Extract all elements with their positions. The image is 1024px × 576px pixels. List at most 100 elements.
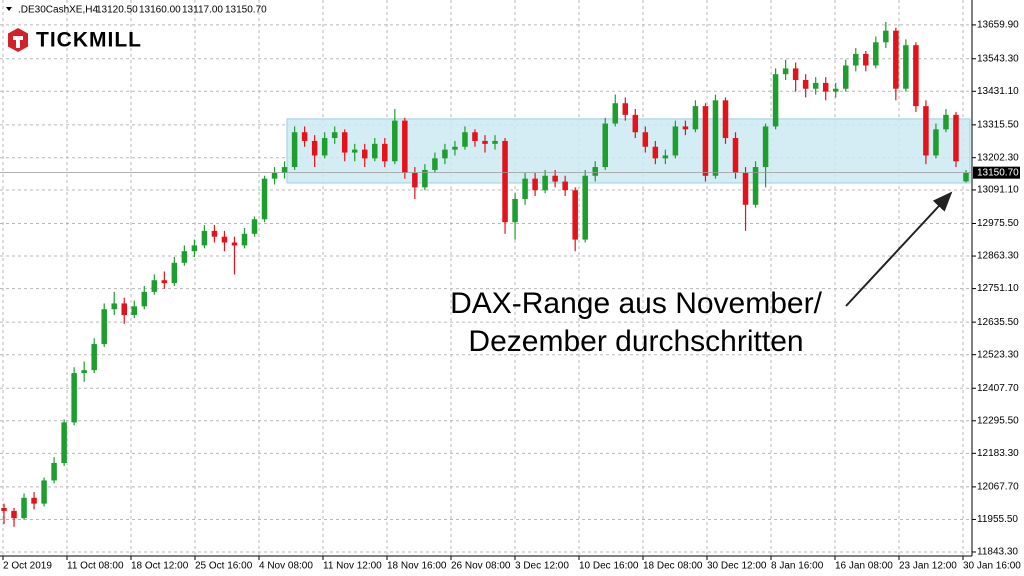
candle-body bbox=[692, 106, 699, 130]
candle-body bbox=[953, 114, 959, 162]
candle-body bbox=[191, 245, 198, 252]
candle-body bbox=[842, 65, 849, 89]
candle-body bbox=[81, 370, 87, 374]
y-tick-label: 13091.10 bbox=[977, 185, 1019, 196]
candle-body bbox=[201, 230, 208, 246]
candle-body bbox=[472, 132, 478, 141]
x-tick-label: 3 Dec 12:00 bbox=[515, 561, 569, 572]
candle-body bbox=[933, 129, 939, 156]
annotation-arrow bbox=[845, 191, 953, 307]
logo: TICKMILL bbox=[8, 28, 141, 52]
candle-body bbox=[291, 132, 298, 168]
y-tick-label: 13315.50 bbox=[977, 119, 1019, 130]
candle-body bbox=[452, 146, 458, 150]
candle-body bbox=[863, 53, 869, 66]
candle-body bbox=[171, 262, 178, 284]
y-tick-label: 13202.30 bbox=[977, 152, 1019, 163]
candle-body bbox=[492, 140, 498, 144]
candle-body bbox=[873, 42, 879, 66]
candle-body bbox=[802, 80, 809, 89]
annotation-line: DAX-Range aus November/ bbox=[450, 287, 823, 320]
candle-body bbox=[151, 280, 158, 292]
candle-body bbox=[963, 172, 969, 182]
zone-layer bbox=[286, 118, 971, 184]
candle-body bbox=[221, 236, 228, 243]
candle-body bbox=[822, 82, 829, 92]
candle-body bbox=[532, 178, 538, 191]
candle-body bbox=[742, 172, 749, 205]
candle-body bbox=[923, 106, 929, 156]
candle-body bbox=[883, 30, 889, 43]
candle-body bbox=[562, 181, 568, 191]
candle-body bbox=[612, 103, 619, 124]
candle-body bbox=[382, 143, 388, 162]
candle-body bbox=[702, 106, 709, 176]
candle-body bbox=[542, 175, 548, 191]
current-price-label: 13150.70 bbox=[977, 167, 1019, 178]
candle-body bbox=[592, 167, 598, 176]
y-tick-label: 12523.30 bbox=[977, 349, 1019, 360]
x-tick-label: 10 Dec 16:00 bbox=[579, 561, 639, 572]
candle-body bbox=[572, 190, 578, 240]
candle-body bbox=[662, 155, 669, 159]
candle-body bbox=[41, 480, 47, 504]
candle-body bbox=[141, 291, 148, 307]
y-tick-label: 12751.10 bbox=[977, 283, 1019, 294]
candle-body bbox=[392, 120, 398, 162]
y-tick-label: 12183.30 bbox=[977, 448, 1019, 459]
candle-body bbox=[181, 251, 188, 263]
x-tick-label: 16 Jan 08:00 bbox=[835, 561, 893, 572]
candle-body bbox=[732, 138, 739, 173]
candle-body bbox=[1, 507, 7, 511]
ohlc-close: 13150.70 bbox=[225, 5, 267, 16]
x-tick-label: 18 Dec 08:00 bbox=[643, 561, 703, 572]
candle-body bbox=[21, 497, 27, 519]
candle-body bbox=[211, 230, 218, 237]
candle-body bbox=[893, 30, 899, 89]
candle-body bbox=[372, 143, 378, 159]
candle-body bbox=[722, 100, 729, 139]
candle-body bbox=[462, 132, 468, 147]
x-tick-label: 30 Dec 12:00 bbox=[707, 561, 767, 572]
candle-body bbox=[351, 149, 358, 153]
candle-body bbox=[582, 175, 588, 240]
y-tick-label: 12975.50 bbox=[977, 218, 1019, 229]
x-tick-label: 4 Nov 08:00 bbox=[259, 561, 313, 572]
grid bbox=[0, 0, 972, 556]
y-tick-label: 11843.30 bbox=[977, 547, 1018, 558]
candle-body bbox=[772, 74, 779, 127]
y-tick-label: 11955.50 bbox=[977, 514, 1018, 525]
candle-body bbox=[361, 149, 368, 159]
x-tick-label: 30 Jan 16:00 bbox=[963, 561, 1021, 572]
candle-body bbox=[913, 45, 919, 107]
candle-body bbox=[632, 114, 639, 133]
candle-body bbox=[31, 497, 37, 504]
candle-body bbox=[652, 146, 659, 159]
candle-body bbox=[762, 126, 769, 168]
candle-body bbox=[752, 167, 759, 205]
symbol: .DE30CashXE,H4 bbox=[18, 5, 98, 16]
candle-body bbox=[321, 138, 328, 156]
x-tick-label: 11 Nov 12:00 bbox=[323, 561, 382, 572]
candle-body bbox=[522, 178, 528, 199]
menu-arrow bbox=[6, 7, 12, 11]
candle-body bbox=[812, 82, 819, 89]
x-tick-label: 2 Oct 2019 bbox=[3, 561, 52, 572]
x-tick-label: 26 Nov 08:00 bbox=[451, 561, 511, 572]
candle-body bbox=[311, 140, 318, 156]
candle-body bbox=[792, 68, 799, 81]
current-price-box bbox=[973, 166, 1020, 179]
candle-body bbox=[853, 53, 859, 66]
range-zone bbox=[286, 118, 971, 184]
candle-body bbox=[101, 309, 107, 345]
x-tick-label: 11 Oct 08:00 bbox=[67, 561, 124, 572]
candle-body bbox=[482, 140, 488, 144]
annotation-line: Dezember durchschritten bbox=[468, 325, 803, 358]
y-tick-label: 13543.30 bbox=[977, 53, 1019, 64]
candle-body bbox=[642, 132, 649, 147]
x-tick-label: 25 Oct 16:00 bbox=[195, 561, 253, 572]
ohlc-open: 13120.50 bbox=[96, 5, 138, 16]
candle-body bbox=[341, 132, 348, 153]
